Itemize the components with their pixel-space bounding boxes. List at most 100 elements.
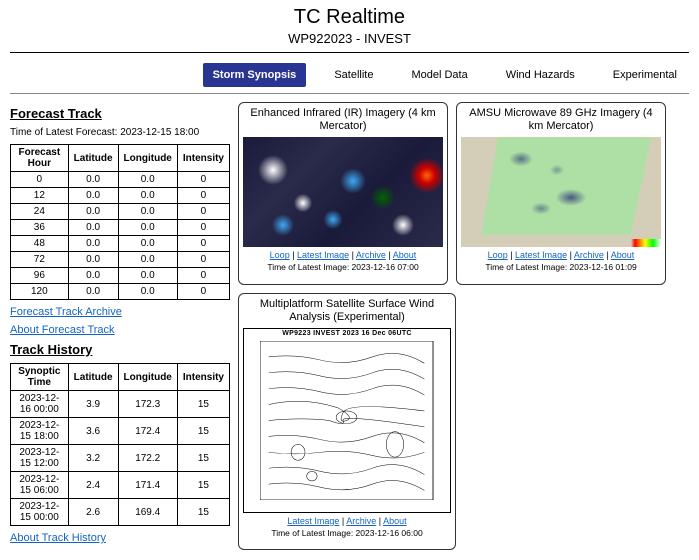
table-cell: 120 <box>11 284 69 300</box>
table-cell: 0.0 <box>118 204 177 220</box>
header-divider <box>10 52 689 53</box>
amsu-image[interactable] <box>461 137 661 247</box>
table-cell: 0.0 <box>118 220 177 236</box>
table-cell: 0.0 <box>118 236 177 252</box>
table-cell: 0 <box>177 252 229 268</box>
table-row: 00.00.00 <box>11 172 230 188</box>
table-cell: 0.0 <box>118 172 177 188</box>
ir-panel-title: Enhanced Infrared (IR) Imagery (4 km Mer… <box>243 107 443 133</box>
table-cell: 0 <box>177 268 229 284</box>
table-cell: 2023-12-15 00:00 <box>11 499 69 526</box>
table-cell: 15 <box>177 445 229 472</box>
table-row: 1200.00.00 <box>11 284 230 300</box>
table-cell: 172.3 <box>118 391 177 418</box>
forecast-track-table: Forecast Hour Latitude Longitude Intensi… <box>10 144 230 300</box>
col-intensity: Intensity <box>177 364 229 391</box>
table-cell: 2023-12-15 18:00 <box>11 418 69 445</box>
col-longitude: Longitude <box>118 364 177 391</box>
tab-wind-hazards[interactable]: Wind Hazards <box>496 63 585 87</box>
table-cell: 0 <box>177 220 229 236</box>
tab-model-data[interactable]: Model Data <box>401 63 477 87</box>
tab-experimental[interactable]: Experimental <box>603 63 687 87</box>
table-cell: 2023-12-15 12:00 <box>11 445 69 472</box>
tab-satellite[interactable]: Satellite <box>324 63 383 87</box>
ir-archive-link[interactable]: Archive <box>356 250 386 260</box>
amsu-panel-links: Loop | Latest Image | Archive | About <box>461 250 661 260</box>
table-cell: 0.0 <box>68 220 118 236</box>
table-cell: 0.0 <box>68 268 118 284</box>
table-cell: 0.0 <box>118 188 177 204</box>
ir-image[interactable] <box>243 137 443 247</box>
amsu-loop-link[interactable]: Loop <box>488 250 508 260</box>
tab-bar: Storm Synopsis Satellite Model Data Wind… <box>0 59 699 93</box>
table-cell: 15 <box>177 418 229 445</box>
ir-latest-link[interactable]: Latest Image <box>297 250 349 260</box>
table-cell: 0.0 <box>118 284 177 300</box>
table-cell: 172.4 <box>118 418 177 445</box>
table-cell: 15 <box>177 391 229 418</box>
wind-panel-title: Multiplatform Satellite Surface Wind Ana… <box>243 298 451 324</box>
table-cell: 3.2 <box>68 445 118 472</box>
table-header-row: Synoptic Time Latitude Longitude Intensi… <box>11 364 230 391</box>
ir-loop-link[interactable]: Loop <box>270 250 290 260</box>
forecast-track-heading: Forecast Track <box>10 106 230 121</box>
tab-storm-synopsis[interactable]: Storm Synopsis <box>203 63 307 87</box>
table-cell: 24 <box>11 204 69 220</box>
table-cell: 2.4 <box>68 472 118 499</box>
table-cell: 172.2 <box>118 445 177 472</box>
table-cell: 0.0 <box>68 172 118 188</box>
main-content: Forecast Track Time of Latest Forecast: … <box>0 102 699 560</box>
table-cell: 0 <box>177 172 229 188</box>
wind-about-link[interactable]: About <box>383 516 407 526</box>
amsu-latest-link[interactable]: Latest Image <box>515 250 567 260</box>
table-cell: 3.6 <box>68 418 118 445</box>
table-cell: 2023-12-16 00:00 <box>11 391 69 418</box>
amsu-about-link[interactable]: About <box>611 250 635 260</box>
table-cell: 15 <box>177 499 229 526</box>
table-cell: 0 <box>177 188 229 204</box>
table-cell: 36 <box>11 220 69 236</box>
col-latitude: Latitude <box>68 364 118 391</box>
table-cell: 15 <box>177 472 229 499</box>
table-cell: 0 <box>177 284 229 300</box>
table-cell: 96 <box>11 268 69 284</box>
amsu-latest-time: Time of Latest Image: 2023-12-16 01:09 <box>461 262 661 272</box>
about-forecast-track-link[interactable]: About Forecast Track <box>10 324 230 336</box>
wind-latest-time: Time of Latest Image: 2023-12-16 06:00 <box>243 528 451 538</box>
storm-identifier: WP922023 - INVEST <box>0 31 699 52</box>
amsu-imagery-panel: AMSU Microwave 89 GHz Imagery (4 km Merc… <box>456 102 666 285</box>
wind-archive-link[interactable]: Archive <box>346 516 376 526</box>
col-longitude: Longitude <box>118 145 177 172</box>
amsu-archive-link[interactable]: Archive <box>574 250 604 260</box>
table-cell: 169.4 <box>118 499 177 526</box>
table-row: 2023-12-15 06:002.4171.415 <box>11 472 230 499</box>
wind-barb-plot-icon <box>260 341 433 500</box>
table-row: 2023-12-16 00:003.9172.315 <box>11 391 230 418</box>
col-synoptic-time: Synoptic Time <box>11 364 69 391</box>
table-cell: 48 <box>11 236 69 252</box>
col-latitude: Latitude <box>68 145 118 172</box>
table-row: 720.00.00 <box>11 252 230 268</box>
table-row: 2023-12-15 18:003.6172.415 <box>11 418 230 445</box>
about-track-history-link[interactable]: About Track History <box>10 532 230 544</box>
forecast-latest-time: Time of Latest Forecast: 2023-12-15 18:0… <box>10 127 230 138</box>
track-history-table: Synoptic Time Latitude Longitude Intensi… <box>10 363 230 526</box>
amsu-panel-title: AMSU Microwave 89 GHz Imagery (4 km Merc… <box>461 107 661 133</box>
left-column: Forecast Track Time of Latest Forecast: … <box>10 102 230 550</box>
wind-latest-link[interactable]: Latest Image <box>287 516 339 526</box>
table-cell: 2023-12-15 06:00 <box>11 472 69 499</box>
table-header-row: Forecast Hour Latitude Longitude Intensi… <box>11 145 230 172</box>
table-cell: 0.0 <box>68 252 118 268</box>
ir-about-link[interactable]: About <box>393 250 417 260</box>
tab-divider <box>10 93 689 94</box>
page-title: TC Realtime <box>0 0 699 31</box>
forecast-track-archive-link[interactable]: Forecast Track Archive <box>10 306 230 318</box>
table-cell: 0.0 <box>68 188 118 204</box>
col-forecast-hour: Forecast Hour <box>11 145 69 172</box>
table-cell: 171.4 <box>118 472 177 499</box>
wind-image[interactable]: WP9223 INVEST 2023 16 Dec 06UTC <box>243 328 451 513</box>
table-cell: 0.0 <box>118 252 177 268</box>
table-cell: 0 <box>177 236 229 252</box>
table-row: 2023-12-15 12:003.2172.215 <box>11 445 230 472</box>
table-cell: 0 <box>177 204 229 220</box>
